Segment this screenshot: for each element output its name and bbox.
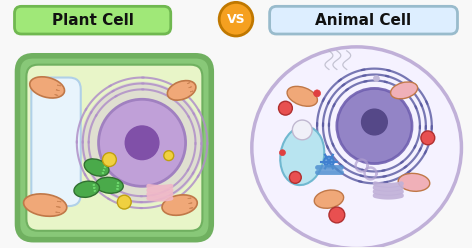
Circle shape bbox=[289, 171, 301, 183]
Ellipse shape bbox=[30, 77, 65, 98]
Circle shape bbox=[313, 90, 320, 97]
Circle shape bbox=[81, 82, 203, 204]
Ellipse shape bbox=[252, 47, 462, 248]
Ellipse shape bbox=[314, 190, 344, 208]
Ellipse shape bbox=[162, 195, 197, 215]
FancyBboxPatch shape bbox=[17, 56, 211, 240]
Circle shape bbox=[125, 126, 159, 160]
Circle shape bbox=[324, 157, 334, 166]
Circle shape bbox=[421, 131, 435, 145]
FancyBboxPatch shape bbox=[26, 65, 202, 231]
Circle shape bbox=[278, 101, 292, 115]
Text: Plant Cell: Plant Cell bbox=[52, 13, 134, 28]
Ellipse shape bbox=[96, 177, 123, 193]
Ellipse shape bbox=[287, 86, 318, 106]
Circle shape bbox=[373, 76, 379, 82]
Circle shape bbox=[337, 88, 412, 163]
Circle shape bbox=[102, 153, 117, 166]
Circle shape bbox=[292, 120, 312, 140]
Text: VS: VS bbox=[227, 13, 245, 26]
Ellipse shape bbox=[84, 159, 109, 176]
Ellipse shape bbox=[168, 81, 196, 100]
Circle shape bbox=[279, 150, 286, 156]
Ellipse shape bbox=[24, 194, 67, 216]
Circle shape bbox=[329, 207, 345, 223]
Circle shape bbox=[362, 109, 388, 135]
Circle shape bbox=[219, 2, 253, 36]
Circle shape bbox=[118, 195, 131, 209]
Text: Animal Cell: Animal Cell bbox=[315, 13, 412, 28]
Ellipse shape bbox=[280, 126, 324, 185]
Circle shape bbox=[164, 151, 174, 161]
FancyBboxPatch shape bbox=[31, 78, 81, 206]
Ellipse shape bbox=[398, 173, 430, 191]
FancyBboxPatch shape bbox=[270, 6, 457, 34]
Circle shape bbox=[99, 99, 185, 186]
Ellipse shape bbox=[390, 82, 418, 99]
FancyBboxPatch shape bbox=[15, 6, 171, 34]
Ellipse shape bbox=[74, 181, 100, 197]
